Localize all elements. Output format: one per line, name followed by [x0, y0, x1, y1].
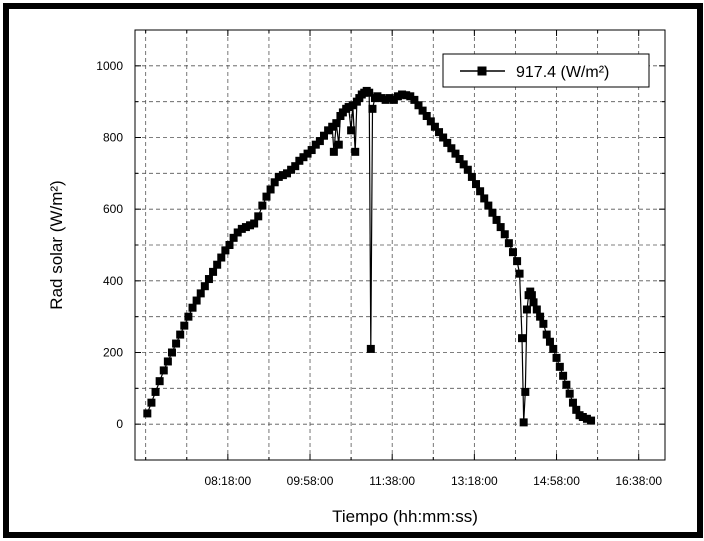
data-point: [262, 193, 270, 201]
x-tick-label: 08:18:00: [204, 474, 251, 488]
data-point: [258, 202, 266, 210]
data-point: [160, 366, 168, 374]
data-point: [509, 248, 517, 256]
data-point: [468, 173, 476, 181]
data-point: [518, 334, 526, 342]
data-point: [484, 202, 492, 210]
x-tick-label: 11:38:00: [369, 474, 415, 488]
y-axis-title: Rad solar (W/m²): [47, 180, 66, 309]
data-point: [156, 377, 164, 385]
data-point: [493, 216, 501, 224]
y-tick-label: 400: [103, 274, 123, 288]
data-point: [528, 291, 536, 299]
data-point: [184, 313, 192, 321]
data-point: [143, 409, 151, 417]
y-tick-label: 800: [103, 131, 123, 145]
data-point: [464, 166, 472, 174]
data-point: [536, 313, 544, 321]
data-point: [351, 148, 359, 156]
data-point: [189, 304, 197, 312]
data-point: [516, 270, 524, 278]
data-point: [587, 417, 595, 425]
data-point: [472, 180, 480, 188]
data-point: [480, 194, 488, 202]
data-point: [193, 297, 201, 305]
data-point: [553, 354, 561, 362]
data-point: [559, 372, 567, 380]
legend-label: 917.4 (W/m²): [516, 64, 609, 81]
data-point: [523, 306, 531, 314]
data-point: [501, 230, 509, 238]
data-point: [176, 331, 184, 339]
data-point: [168, 349, 176, 357]
data-point: [546, 338, 554, 346]
data-point: [505, 239, 513, 247]
data-point: [347, 126, 355, 134]
data-point: [562, 381, 570, 389]
x-tick-label: 09:58:00: [287, 474, 334, 488]
data-point: [172, 340, 180, 348]
data-point: [569, 399, 577, 407]
data-point: [335, 141, 343, 149]
data-point: [566, 390, 574, 398]
data-point: [332, 119, 340, 127]
data-point: [521, 388, 529, 396]
legend: 917.4 (W/m²): [443, 54, 649, 87]
y-tick-label: 200: [103, 346, 123, 360]
data-point: [152, 388, 160, 396]
y-tick-label: 0: [116, 417, 123, 431]
y-tick-label: 1000: [96, 59, 123, 73]
data-point: [549, 345, 557, 353]
x-axis-title: Tiempo (hh:mm:ss): [332, 507, 478, 526]
data-point: [488, 209, 496, 217]
series-line: [147, 91, 591, 423]
data-point: [367, 345, 375, 353]
data-point: [556, 363, 564, 371]
data-point: [201, 282, 209, 290]
data-point: [330, 148, 338, 156]
data-point: [213, 261, 221, 269]
data-point: [497, 223, 505, 231]
data-point: [476, 187, 484, 195]
legend-marker: [478, 67, 487, 76]
data-point: [267, 185, 275, 193]
data-point: [205, 275, 213, 283]
data-point: [254, 212, 262, 220]
x-tick-label: 13:18:00: [451, 474, 498, 488]
x-tick-label: 16:38:00: [615, 474, 662, 488]
data-point: [217, 254, 225, 262]
data-point: [197, 289, 205, 297]
data-point: [225, 241, 233, 249]
data-point: [209, 268, 217, 276]
data-point: [147, 399, 155, 407]
data-point: [513, 257, 521, 265]
data-point: [533, 306, 541, 314]
x-tick-label: 14:58:00: [533, 474, 580, 488]
data-point: [530, 298, 538, 306]
data-point: [520, 418, 528, 426]
y-tick-label: 600: [103, 202, 123, 216]
data-point: [543, 331, 551, 339]
data-point: [368, 105, 376, 113]
data-point: [539, 320, 547, 328]
data-point: [164, 357, 172, 365]
data-point: [180, 322, 188, 330]
data-point: [250, 220, 258, 228]
